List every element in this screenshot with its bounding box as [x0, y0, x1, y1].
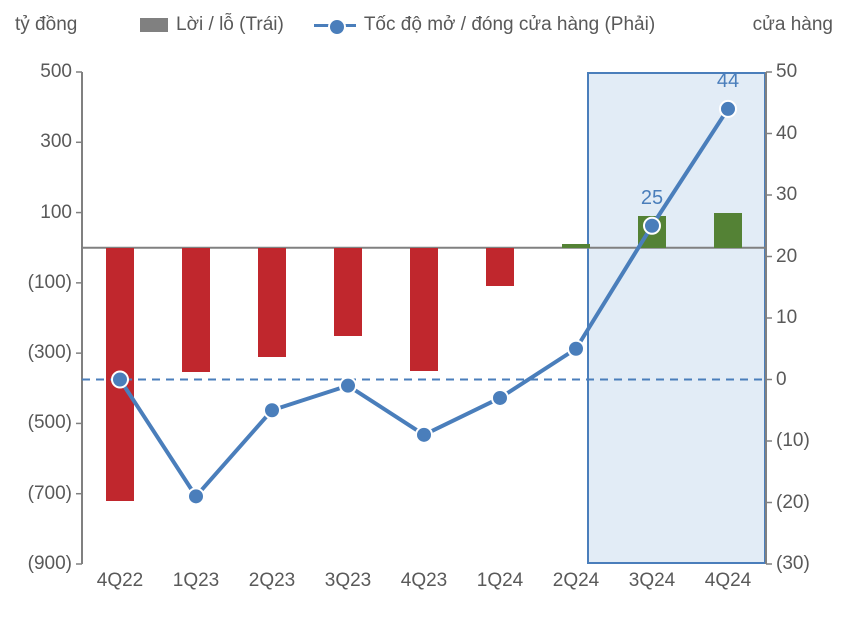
plot-area: 2544500300100(100)(300)(500)(700)(900)50… [82, 72, 766, 564]
legend: Lời / lỗ (Trái) Tốc độ mở / đóng cửa hàn… [140, 14, 655, 36]
chart-container: tỷ đồng cửa hàng Lời / lỗ (Trái) Tốc độ … [0, 0, 848, 617]
ytick-right: 40 [776, 123, 797, 145]
ytick-left: (900) [28, 553, 72, 575]
legend-item-line: Tốc độ mở / đóng cửa hàng (Phải) [314, 14, 655, 36]
xtick: 4Q22 [97, 570, 143, 592]
ytick-right: 0 [776, 369, 787, 391]
legend-item-bar: Lời / lỗ (Trái) [140, 14, 284, 36]
xtick: 3Q24 [629, 570, 675, 592]
ytick-left: 100 [40, 202, 72, 224]
ytick-right: 10 [776, 307, 797, 329]
xtick: 1Q24 [477, 570, 523, 592]
legend-bar-label: Lời / lỗ (Trái) [176, 14, 284, 36]
xtick: 4Q23 [401, 570, 447, 592]
ytick-right: (10) [776, 430, 810, 452]
ytick-right: (30) [776, 553, 810, 575]
ytick-left: 300 [40, 131, 72, 153]
ytick-left: (100) [28, 272, 72, 294]
ytick-right: 20 [776, 246, 797, 268]
xtick: 3Q23 [325, 570, 371, 592]
ytick-left: (300) [28, 342, 72, 364]
ytick-right: (20) [776, 492, 810, 514]
ytick-right: 30 [776, 184, 797, 206]
xtick: 2Q24 [553, 570, 599, 592]
ytick-right: 50 [776, 61, 797, 83]
right-axis-title: cửa hàng [753, 14, 833, 36]
xtick: 4Q24 [705, 570, 751, 592]
xtick: 2Q23 [249, 570, 295, 592]
ytick-left: 500 [40, 61, 72, 83]
legend-bar-swatch [140, 18, 168, 32]
legend-line-label: Tốc độ mở / đóng cửa hàng (Phải) [364, 14, 655, 36]
line-data-label: 44 [717, 70, 739, 93]
ytick-left: (700) [28, 483, 72, 505]
line-data-label: 25 [641, 187, 663, 210]
xtick: 1Q23 [173, 570, 219, 592]
ytick-left: (500) [28, 412, 72, 434]
legend-line-swatch [314, 16, 356, 34]
left-axis-title: tỷ đồng [15, 14, 77, 36]
